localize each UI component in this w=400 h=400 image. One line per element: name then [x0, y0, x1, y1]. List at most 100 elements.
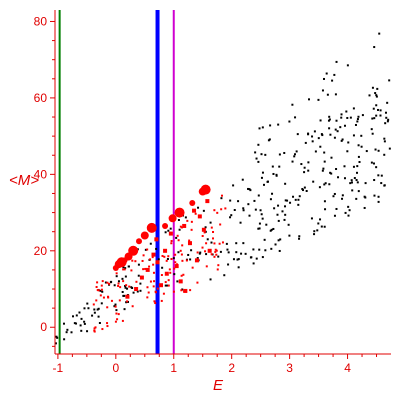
black-point [278, 153, 281, 156]
red-point-small [146, 286, 149, 289]
black-point [307, 169, 310, 172]
black-point [279, 238, 282, 241]
y-tick-label: 0 [40, 320, 47, 334]
black-point [324, 182, 327, 185]
black-point [341, 194, 344, 197]
black-point [307, 161, 310, 164]
red-point-small [152, 271, 155, 274]
black-point [259, 209, 262, 212]
black-point [387, 118, 390, 121]
black-point [352, 134, 355, 137]
black-point [303, 171, 306, 174]
red-point-small [123, 268, 126, 271]
black-point [333, 214, 336, 217]
black-point [209, 221, 212, 224]
red-point-small [163, 255, 166, 258]
black-point [310, 217, 313, 220]
x-tick-label: -1 [53, 361, 64, 375]
red-point-small [160, 274, 163, 277]
black-point [378, 32, 381, 35]
red-point-small [204, 250, 207, 253]
black-point [287, 223, 290, 226]
black-point [225, 242, 228, 245]
black-point [384, 111, 387, 114]
black-point [254, 208, 257, 211]
red-point-small [102, 296, 105, 299]
black-point [298, 195, 301, 198]
red-point-medium [178, 279, 183, 284]
black-point [184, 216, 187, 219]
black-point [346, 150, 349, 153]
black-point [237, 266, 240, 269]
black-point [177, 219, 180, 222]
red-point-small [212, 237, 215, 240]
black-point [226, 248, 229, 251]
black-point [383, 137, 386, 140]
red-point-small [152, 285, 155, 288]
red-point-small [117, 282, 120, 285]
black-point [257, 143, 260, 146]
black-point [373, 117, 376, 120]
red-point-small [170, 242, 173, 245]
red-point-small [162, 292, 165, 295]
red-point-small [180, 226, 183, 229]
black-point [372, 162, 375, 165]
red-point-small [94, 326, 97, 329]
black-point [271, 165, 274, 168]
black-point [332, 195, 335, 198]
red-point-small [168, 268, 171, 271]
red-point-small [122, 280, 125, 283]
red-point-small [180, 274, 183, 277]
black-point [263, 238, 266, 241]
black-point [124, 284, 127, 287]
x-tick-label: 1 [170, 361, 177, 375]
black-point [321, 169, 324, 172]
black-point [350, 181, 353, 184]
red-point-medium [197, 214, 202, 219]
black-point [272, 172, 275, 175]
black-point [349, 182, 352, 185]
y-tick-label: 60 [34, 91, 48, 105]
red-point-small [182, 273, 185, 276]
black-point [368, 94, 371, 97]
black-point [139, 282, 142, 285]
red-point-medium [207, 248, 212, 253]
black-point [249, 256, 252, 259]
black-point [98, 322, 101, 325]
black-point [356, 181, 359, 184]
black-point [80, 317, 83, 320]
red-point-small [148, 265, 151, 268]
red-point-small [205, 265, 208, 268]
black-point [374, 148, 377, 151]
red-point-small [110, 299, 113, 302]
black-point [371, 117, 374, 120]
black-point [115, 275, 118, 278]
black-point [93, 308, 96, 311]
black-point [248, 188, 251, 191]
black-point [335, 60, 338, 63]
black-point [363, 206, 366, 209]
black-point [190, 249, 193, 252]
black-point [196, 257, 199, 260]
black-point [261, 171, 264, 174]
red-point-large [136, 238, 142, 245]
black-point [371, 132, 374, 135]
red-point-small [114, 320, 117, 323]
red-point-medium [183, 288, 188, 293]
black-point [273, 207, 276, 210]
red-point-small [101, 328, 104, 331]
black-point [73, 322, 76, 325]
black-point [383, 153, 386, 156]
black-point [386, 120, 389, 123]
black-point [377, 149, 380, 152]
black-point [295, 150, 298, 153]
black-point [86, 302, 89, 305]
black-point [343, 177, 346, 180]
black-point [83, 322, 86, 325]
black-point [289, 201, 292, 204]
black-point [385, 116, 388, 119]
black-point [236, 258, 239, 261]
red-point-small [135, 280, 138, 283]
red-point-small [201, 235, 204, 238]
black-point [217, 255, 220, 258]
